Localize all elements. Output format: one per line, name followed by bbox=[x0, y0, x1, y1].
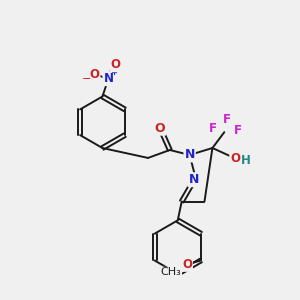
Text: +: + bbox=[110, 68, 117, 77]
Text: N: N bbox=[103, 72, 113, 85]
Text: F: F bbox=[223, 113, 231, 126]
Text: H: H bbox=[241, 154, 251, 167]
Text: CH₃: CH₃ bbox=[161, 267, 182, 278]
Text: F: F bbox=[234, 124, 242, 137]
Text: N: N bbox=[188, 173, 199, 186]
Text: O: O bbox=[230, 152, 240, 165]
Text: −: − bbox=[82, 74, 91, 84]
Text: O: O bbox=[110, 58, 120, 71]
Text: O: O bbox=[182, 258, 192, 271]
Text: N: N bbox=[184, 148, 195, 161]
Text: F: F bbox=[208, 122, 216, 135]
Text: O: O bbox=[154, 122, 165, 135]
Text: O: O bbox=[89, 68, 100, 81]
